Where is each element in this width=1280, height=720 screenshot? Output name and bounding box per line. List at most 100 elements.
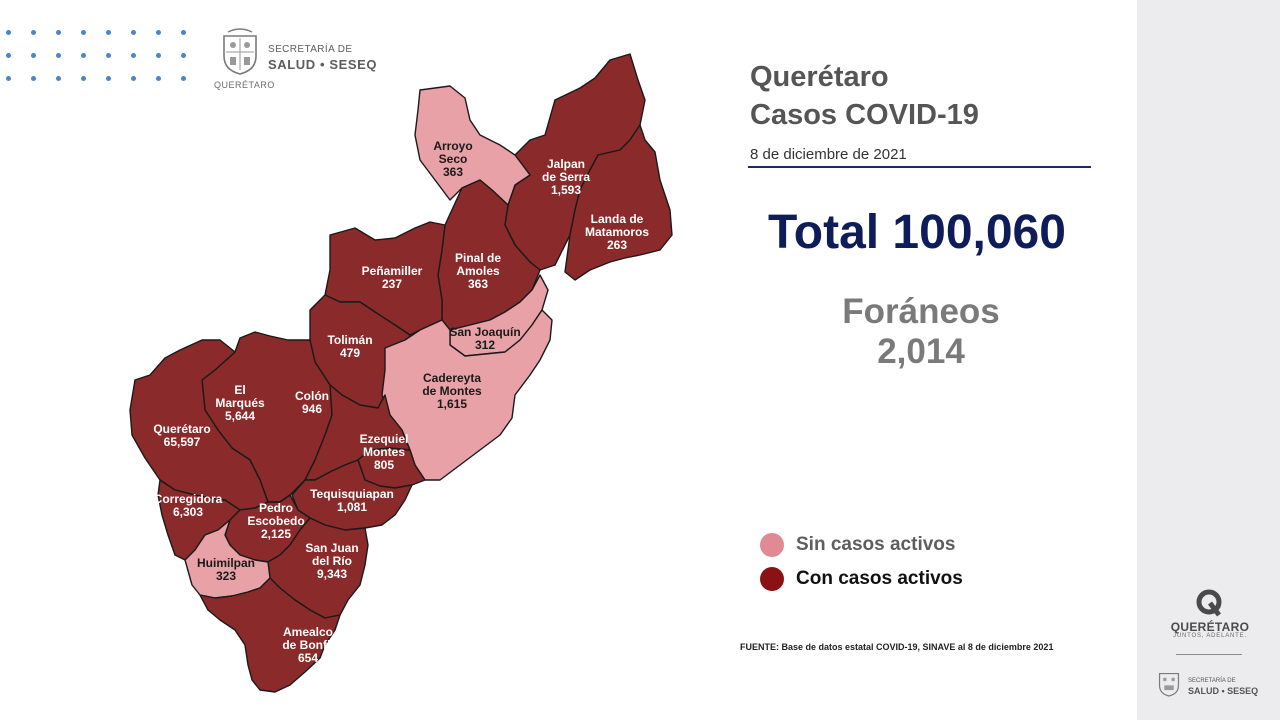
dot-icon — [106, 76, 111, 81]
state-wordmark: QUERÉTARO — [214, 80, 275, 90]
municipality-name: Peñamiller — [361, 264, 423, 278]
dot-icon — [181, 53, 186, 58]
municipality-name: Landa de Matamoros — [584, 212, 650, 239]
legend-label-inactive: Sin casos activos — [796, 534, 956, 555]
municipality-cases: 312 — [474, 338, 496, 352]
municipality-name: Tequisquiapan — [310, 487, 394, 501]
municipality-cases: 5,644 — [224, 409, 256, 423]
secretaria-line2: SALUD • SESEQ — [268, 57, 378, 72]
municipality-name: Pinal de Amoles — [454, 251, 502, 278]
map-label-landa: Landa de Matamoros 263 — [585, 213, 649, 252]
municipality-cases: 479 — [339, 346, 361, 360]
municipality-name: Arroyo Seco — [433, 139, 473, 166]
sidebar-slogan: JUNTOS, ADELANTE. — [1173, 633, 1247, 639]
map-label-penamiller: Peñamiller 237 — [362, 265, 423, 291]
municipality-cases: 805 — [373, 458, 395, 472]
foraneos-block: Foráneos 2,014 — [800, 292, 1042, 372]
dot-icon — [106, 30, 111, 35]
secretaria-brand: SECRETARÍA DE SALUD • SESEQ — [268, 42, 377, 72]
dot-icon — [156, 76, 161, 81]
dot-icon — [181, 76, 186, 81]
municipality-name: El Marqués — [215, 383, 265, 410]
municipality-cases: 263 — [606, 238, 628, 252]
dot-icon — [131, 53, 136, 58]
sidebar-seal-icon — [1158, 672, 1180, 697]
dot-icon — [31, 76, 36, 81]
dot-icon — [81, 53, 86, 58]
secretaria-line1: SECRETARÍA DE — [268, 44, 353, 55]
sidebar-secretaria: SECRETARÍA DE SALUD • SESEQ — [1188, 676, 1258, 696]
sidebar-divider — [1176, 654, 1242, 655]
queretaro-map: Arroyo Seco 363 Jalpan de Serra 1,593 Landa … — [120, 40, 680, 700]
dot-icon — [106, 53, 111, 58]
municipality-name: Jalpan de Serra — [541, 157, 591, 184]
map-label-toliman: Tolimán 479 — [327, 334, 372, 360]
dot-pattern — [6, 30, 186, 90]
map-label-san-joaquin: San Joaquín 312 — [449, 326, 520, 352]
legend-item-active: Con casos activos — [760, 562, 963, 596]
dot-icon — [6, 76, 11, 81]
dot-icon — [131, 76, 136, 81]
dot-icon — [31, 53, 36, 58]
title-line2: Casos COVID-19 — [750, 99, 979, 131]
municipality-cases: 9,343 — [316, 567, 348, 581]
municipality-name: Tolimán — [327, 333, 373, 347]
municipality-map-svg — [129, 53, 673, 693]
municipality-cases: 323 — [215, 569, 237, 583]
legend-item-inactive: Sin casos activos — [760, 528, 963, 562]
municipality-name: Amealco de Bonfil — [282, 625, 334, 652]
municipality-name: Querétaro — [153, 422, 211, 436]
right-sidebar — [1137, 0, 1280, 720]
source-note: FUENTE: Base de datos estatal COVID-19, … — [740, 642, 1054, 652]
dot-icon — [156, 53, 161, 58]
sidebar-brand: QUERÉTARO — [1170, 620, 1250, 634]
municipality-name: Pedro Escobedo — [247, 501, 305, 528]
municipality-cases: 654 — [297, 651, 319, 665]
municipality-name: Huimilpan — [196, 556, 256, 570]
dot-icon — [6, 53, 11, 58]
municipality-name: San Joaquín — [449, 325, 521, 339]
map-label-pedro-escobedo: Pedro Escobedo 2,125 — [247, 502, 304, 541]
municipality-name: Ezequiel Montes — [359, 432, 409, 459]
municipality-cases: 2,125 — [260, 527, 292, 541]
dot-icon — [131, 30, 136, 35]
legend-swatch-active — [760, 567, 784, 591]
state-seal-icon — [223, 28, 257, 75]
legend-label-active: Con casos activos — [796, 568, 963, 589]
municipality-cases: 237 — [381, 277, 403, 291]
queretaro-q-logo-icon — [1196, 589, 1222, 617]
map-label-san-juan: San Juan del Río 9,343 — [305, 542, 358, 581]
legend-swatch-inactive — [760, 533, 784, 557]
map-label-tequisquiapan: Tequisquiapan 1,081 — [310, 488, 394, 514]
map-label-cadereyta: Cadereyta de Montes 1,615 — [422, 372, 481, 411]
sidebar-secretaria-line1: SECRETARÍA DE — [1188, 678, 1236, 684]
dot-icon — [56, 53, 61, 58]
map-label-pinal: Pinal de Amoles 363 — [455, 252, 501, 291]
municipality-cases: 1,081 — [336, 500, 368, 514]
total-cases: Total 100,060 — [768, 206, 1066, 259]
map-label-colon: Colón 946 — [295, 390, 329, 416]
municipality-name: Cadereyta de Montes — [422, 371, 482, 398]
foraneos-label: Foráneos — [842, 292, 1000, 331]
municipality-cases: 363 — [467, 277, 489, 291]
map-label-arroyo-seco: Arroyo Seco 363 — [433, 140, 472, 179]
sidebar-secretaria-line2: SALUD • SESEQ — [1188, 686, 1259, 696]
map-label-huimilpan: Huimilpan 323 — [197, 557, 255, 583]
dot-icon — [56, 76, 61, 81]
page-title: Querétaro Casos COVID-19 — [750, 58, 979, 134]
legend: Sin casos activos Con casos activos — [760, 528, 963, 596]
title-divider — [748, 166, 1091, 168]
map-label-amealco: Amealco de Bonfil 654 — [282, 626, 333, 665]
dot-icon — [81, 30, 86, 35]
map-label-el-marques: El Marqués 5,644 — [215, 384, 264, 423]
municipality-name: San Juan del Río — [305, 541, 359, 568]
map-label-queretaro: Querétaro 65,597 — [153, 423, 210, 449]
map-label-jalpan: Jalpan de Serra 1,593 — [542, 158, 590, 197]
dot-icon — [181, 30, 186, 35]
municipality-cases: 1,593 — [550, 183, 582, 197]
dot-icon — [6, 30, 11, 35]
report-date: 8 de diciembre de 2021 — [750, 146, 907, 163]
foraneos-value: 2,014 — [877, 332, 965, 371]
dot-icon — [81, 76, 86, 81]
region-landa — [564, 124, 673, 281]
